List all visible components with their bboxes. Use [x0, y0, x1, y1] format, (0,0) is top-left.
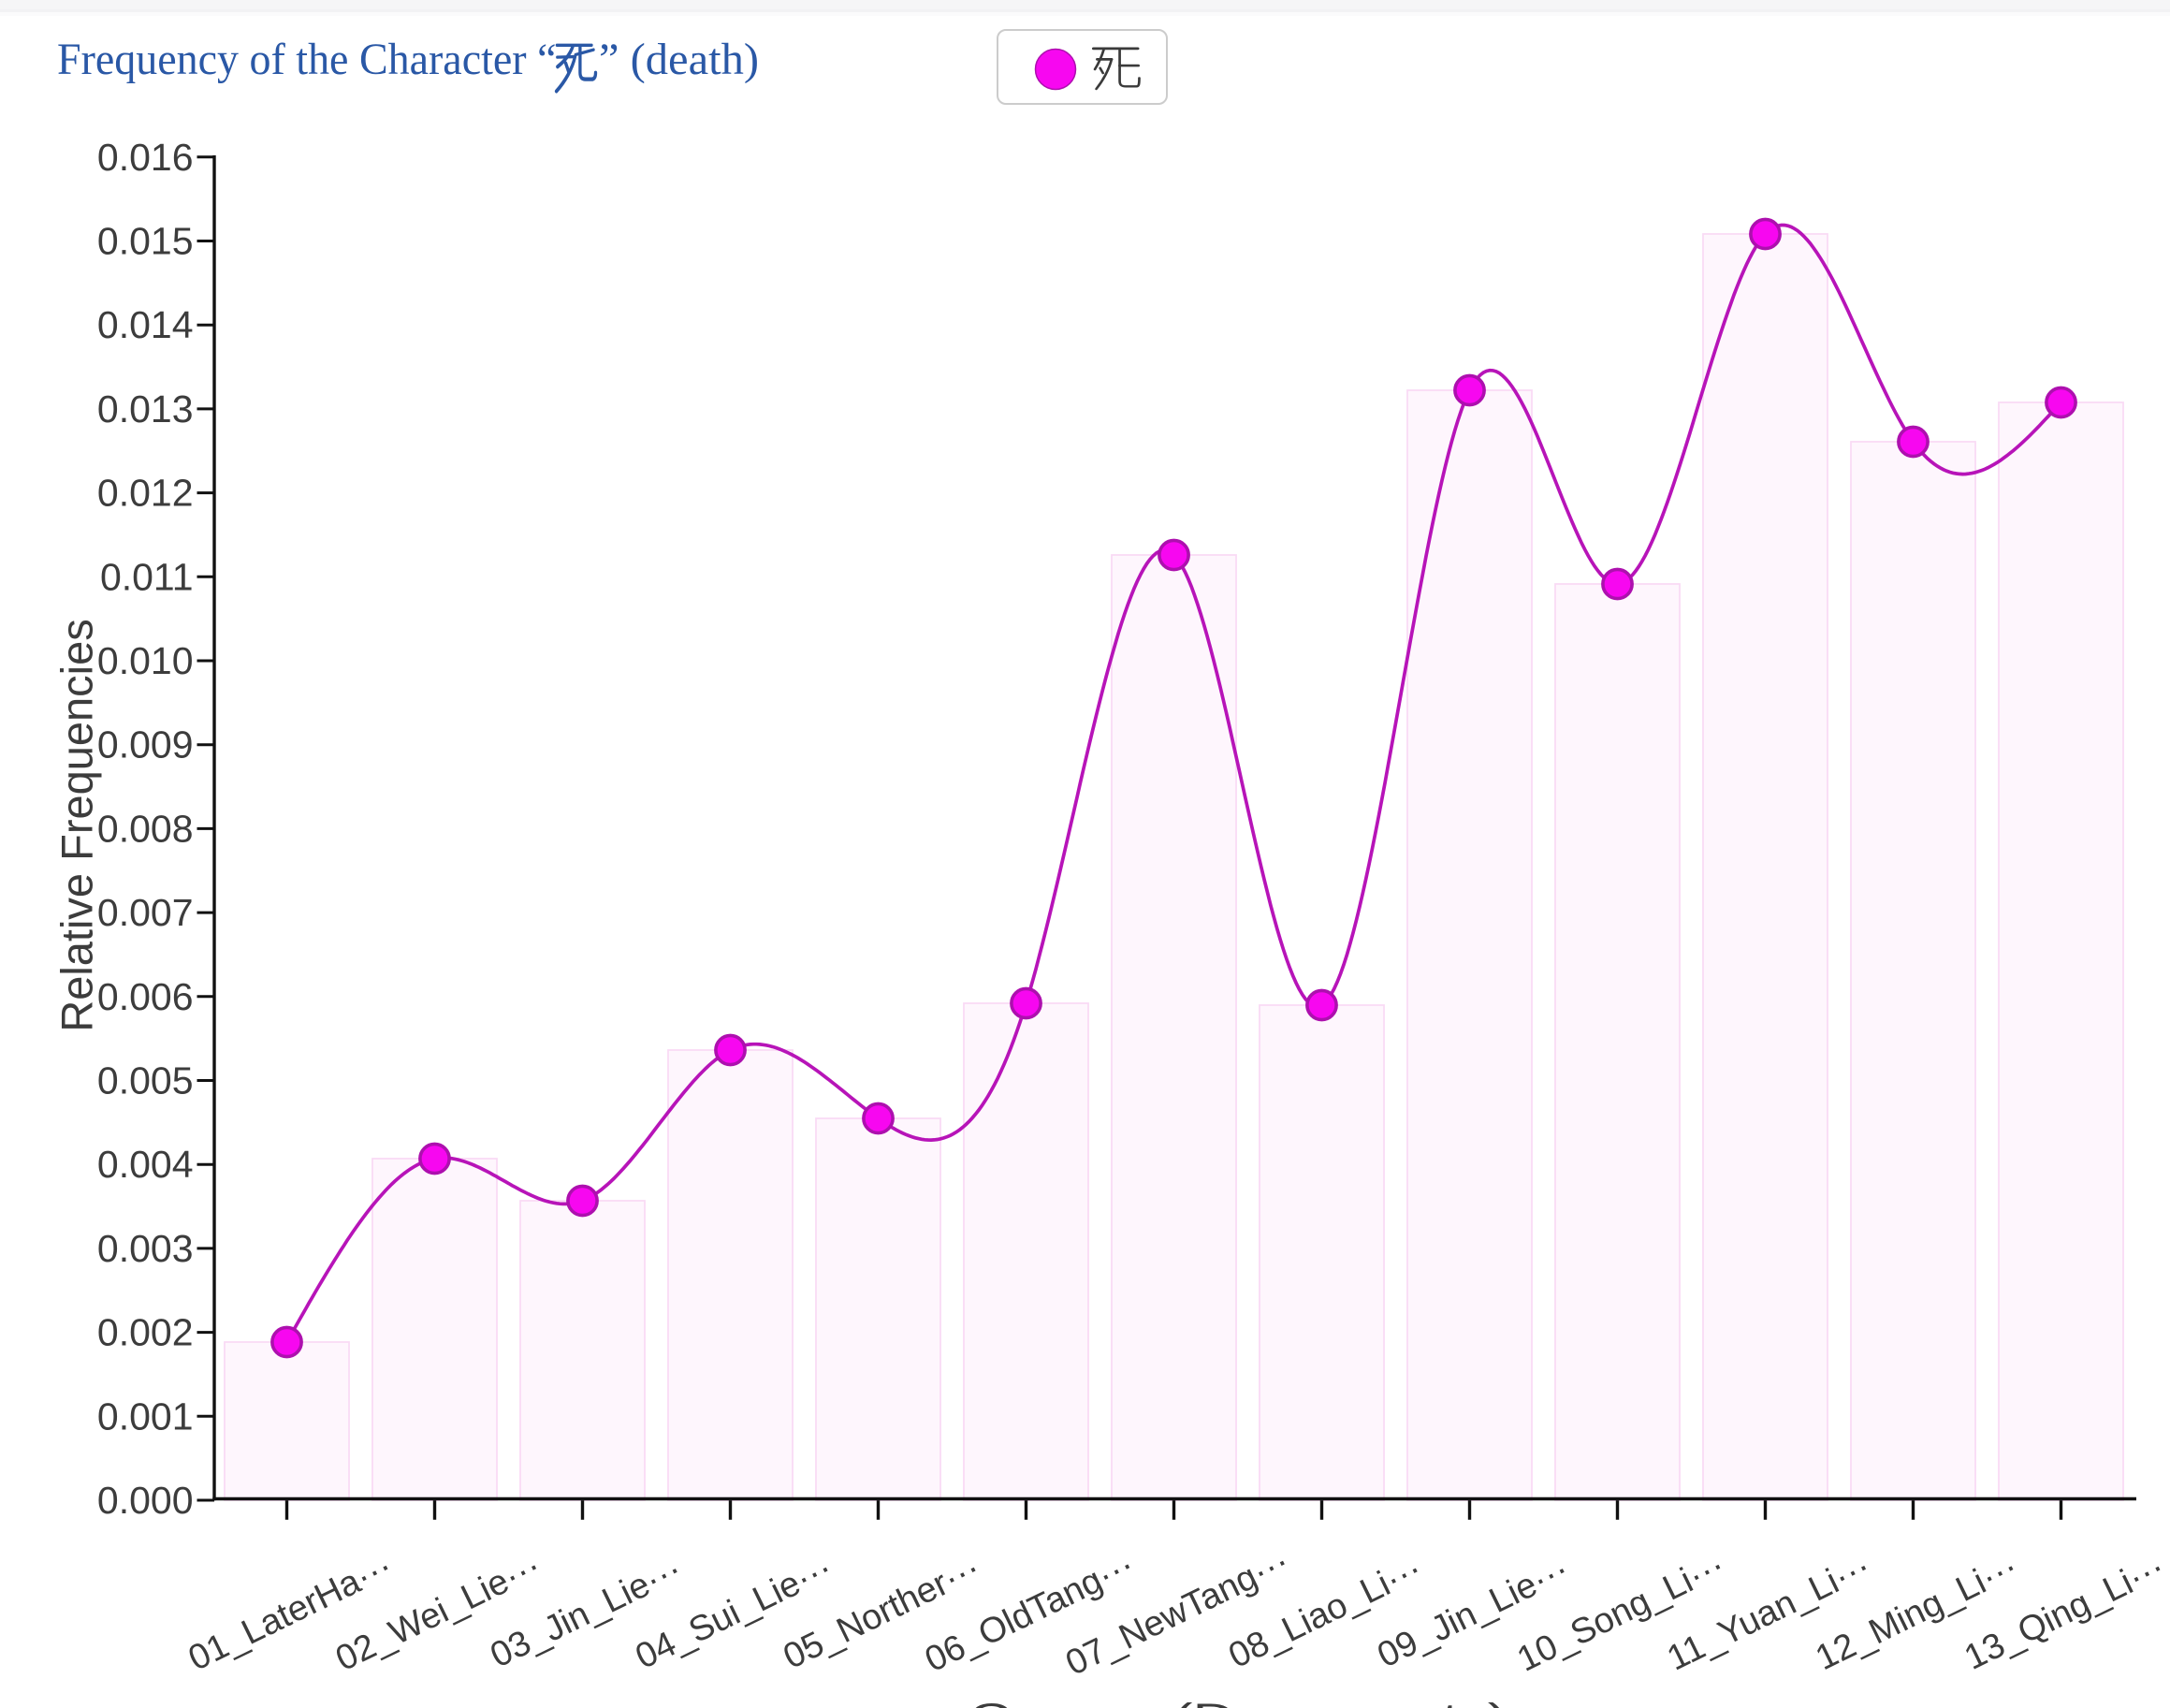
svg-text:Frequency of the Character “: Frequency of the Character “ [57, 36, 557, 84]
svg-text:0.004: 0.004 [97, 1143, 194, 1186]
svg-text:0.005: 0.005 [97, 1059, 194, 1102]
svg-text:0.010: 0.010 [97, 639, 194, 682]
svg-text:0.008: 0.008 [97, 807, 194, 850]
svg-text:0.016: 0.016 [97, 136, 194, 179]
svg-text:0.012: 0.012 [97, 472, 194, 515]
svg-text:0.015: 0.015 [97, 220, 194, 263]
svg-text:0.014: 0.014 [97, 303, 194, 346]
svg-text:0.002: 0.002 [97, 1311, 194, 1354]
svg-text:0.001: 0.001 [97, 1394, 194, 1438]
svg-text:0.006: 0.006 [97, 975, 194, 1018]
svg-text:0.009: 0.009 [97, 723, 194, 766]
svg-text:0.013: 0.013 [97, 387, 194, 431]
svg-text:0.000: 0.000 [97, 1479, 194, 1522]
svg-text:” (death): ” (death) [599, 36, 759, 84]
svg-text:Corpus (Documents): Corpus (Documents) [969, 1697, 1507, 1708]
svg-text:Relative Frequencies: Relative Frequencies [52, 619, 102, 1032]
svg-text:0.011: 0.011 [100, 555, 194, 598]
svg-text:0.007: 0.007 [97, 891, 194, 934]
svg-text:0.003: 0.003 [97, 1227, 194, 1270]
